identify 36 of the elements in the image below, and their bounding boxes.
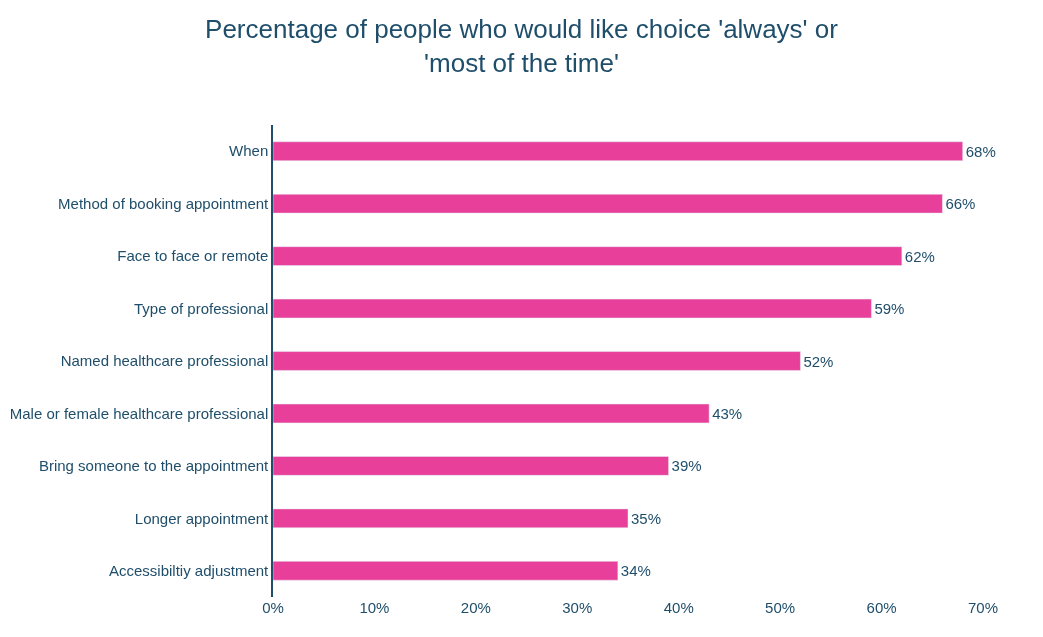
- data-label: 43%: [712, 404, 743, 422]
- bar: [273, 193, 943, 214]
- x-tick-label: 40%: [663, 599, 694, 616]
- y-tick-label: Bring someone to the appointment: [38, 457, 270, 475]
- bar: [273, 141, 963, 161]
- y-tick-label: Male or female healthcare professional: [9, 404, 269, 422]
- y-tick-label: Named healthcare professional: [60, 352, 269, 370]
- data-label: 39%: [671, 457, 702, 475]
- data-label: 34%: [620, 562, 651, 580]
- data-label: 66%: [945, 195, 976, 213]
- bar: [273, 508, 629, 529]
- y-tick-label: Longer appointment: [134, 509, 270, 527]
- bar: [273, 298, 872, 319]
- data-label: 52%: [803, 352, 834, 370]
- x-tick-label: 30%: [562, 599, 593, 616]
- x-tick-label: 20%: [460, 599, 491, 616]
- y-tick-label: Accessibiltiy adjustment: [109, 562, 270, 580]
- data-label: 68%: [965, 142, 996, 160]
- bar: [273, 403, 710, 424]
- data-label: 35%: [631, 509, 662, 527]
- chart-title: Percentage of people who would like choice 'always' or 'most of the time': [205, 14, 839, 79]
- x-tick-label: 60%: [866, 599, 897, 616]
- bar: [273, 351, 801, 371]
- y-tick-label: When: [229, 142, 269, 160]
- data-label: 59%: [874, 300, 905, 318]
- bar: [273, 561, 619, 581]
- x-tick-label: 50%: [765, 599, 796, 616]
- bar: [273, 456, 669, 476]
- x-tick-label: 70%: [967, 599, 999, 616]
- y-tick-label: Type of professional: [134, 299, 269, 317]
- data-label: 62%: [904, 247, 935, 265]
- bar: [273, 246, 903, 266]
- y-tick-label: Method of booking appointment: [58, 194, 270, 212]
- x-tick-label: 10%: [359, 599, 390, 616]
- y-tick-label: Face to face or remote: [117, 247, 269, 265]
- x-tick-label: 0%: [262, 599, 284, 616]
